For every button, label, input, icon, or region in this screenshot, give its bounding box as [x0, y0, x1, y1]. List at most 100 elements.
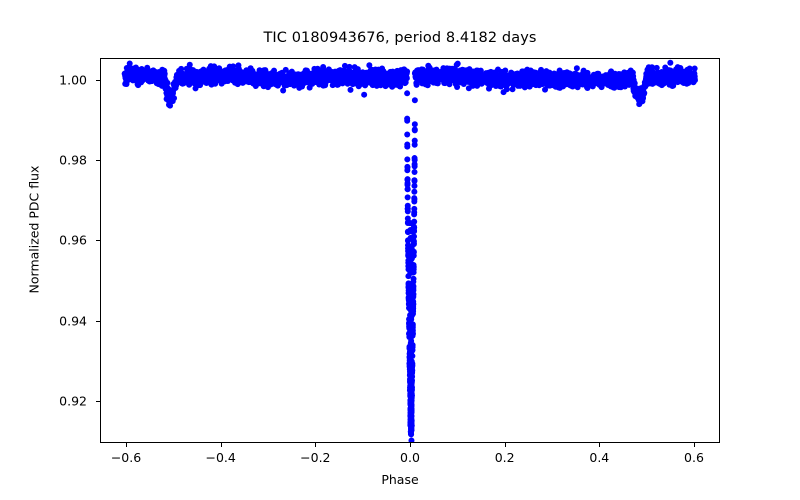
data-point: [249, 67, 256, 74]
data-point: [126, 60, 133, 67]
data-point: [187, 66, 194, 73]
data-point: [275, 75, 282, 82]
data-point: [467, 77, 474, 84]
data-point: [665, 73, 672, 80]
x-tick-mark: [410, 443, 411, 447]
data-point: [590, 71, 597, 78]
data-point: [265, 73, 272, 80]
data-point: [469, 82, 476, 89]
data-point: [361, 91, 368, 98]
data-point: [420, 66, 427, 73]
data-point: [545, 73, 552, 80]
data-point: [408, 268, 415, 275]
data-point: [408, 365, 415, 372]
data-point: [408, 371, 415, 378]
data-point: [376, 69, 383, 76]
data-point: [493, 77, 500, 84]
data-point: [274, 82, 281, 89]
data-point: [342, 68, 349, 75]
data-point: [181, 72, 188, 79]
y-tick-label: 0.98: [59, 152, 87, 168]
data-point: [417, 77, 424, 84]
data-point: [161, 67, 168, 74]
data-point: [457, 67, 464, 74]
x-tick-mark: [599, 443, 601, 447]
data-point: [691, 65, 698, 72]
data-point: [404, 194, 411, 201]
data-point: [455, 73, 462, 80]
data-point: [126, 66, 133, 73]
y-tick-label: 0.92: [59, 393, 87, 409]
data-point: [341, 62, 348, 69]
data-point: [502, 67, 509, 74]
data-point: [366, 62, 373, 69]
data-point: [444, 66, 451, 73]
data-point: [280, 87, 287, 94]
data-point: [544, 78, 551, 85]
data-point: [166, 99, 173, 106]
data-point: [404, 176, 411, 183]
data-point: [492, 82, 499, 89]
data-point: [408, 228, 415, 235]
data-point: [559, 80, 566, 87]
x-tick-mark: [315, 443, 317, 447]
data-point: [502, 82, 509, 89]
y-tick-label: 1.00: [59, 72, 87, 88]
data-point: [411, 70, 418, 77]
data-point: [176, 67, 183, 74]
chart-title: TIC 0180943676, period 8.4182 days: [263, 30, 537, 46]
data-point: [407, 220, 414, 227]
plot-area: [100, 58, 720, 443]
data-point: [410, 275, 417, 282]
x-tick-label: −0.2: [300, 450, 331, 465]
data-point: [580, 67, 587, 74]
data-point: [607, 69, 614, 76]
data-point: [471, 74, 478, 81]
data-point: [685, 73, 692, 80]
data-point: [206, 76, 213, 83]
data-point: [387, 71, 394, 78]
data-point: [133, 71, 140, 78]
data-point: [673, 66, 680, 73]
y-tick-label: 0.94: [59, 313, 87, 329]
data-point: [404, 117, 411, 124]
data-point: [404, 208, 411, 215]
y-tick-mark: [96, 160, 100, 162]
data-point: [411, 121, 418, 128]
data-point: [404, 131, 411, 138]
data-point: [245, 79, 252, 86]
data-point: [645, 74, 652, 81]
y-tick-mark: [96, 80, 100, 82]
data-point: [411, 178, 418, 184]
data-point: [327, 71, 334, 78]
data-point: [551, 74, 558, 81]
data-point: [509, 86, 516, 93]
data-point: [473, 67, 480, 74]
data-point: [156, 69, 162, 76]
data-point: [530, 77, 537, 84]
data-point: [168, 94, 175, 101]
data-point: [434, 69, 441, 76]
data-point: [408, 332, 415, 339]
data-point: [431, 74, 438, 81]
y-tick-label: 0.96: [59, 232, 87, 248]
data-point: [528, 71, 535, 78]
data-point: [611, 84, 618, 91]
data-point: [215, 67, 222, 74]
x-tick-label: 0.2: [494, 450, 515, 465]
data-point: [654, 72, 661, 79]
data-point: [154, 74, 161, 81]
data-point: [407, 345, 414, 352]
data-point: [403, 75, 410, 82]
data-point: [408, 437, 415, 442]
data-point: [319, 71, 326, 78]
x-tick-mark: [126, 443, 128, 447]
data-point: [363, 78, 370, 85]
data-point: [425, 62, 432, 69]
data-point: [497, 83, 504, 90]
data-point: [407, 313, 414, 320]
data-point: [407, 245, 414, 252]
data-point: [515, 74, 522, 81]
data-point: [582, 74, 589, 81]
data-point: [413, 81, 420, 88]
